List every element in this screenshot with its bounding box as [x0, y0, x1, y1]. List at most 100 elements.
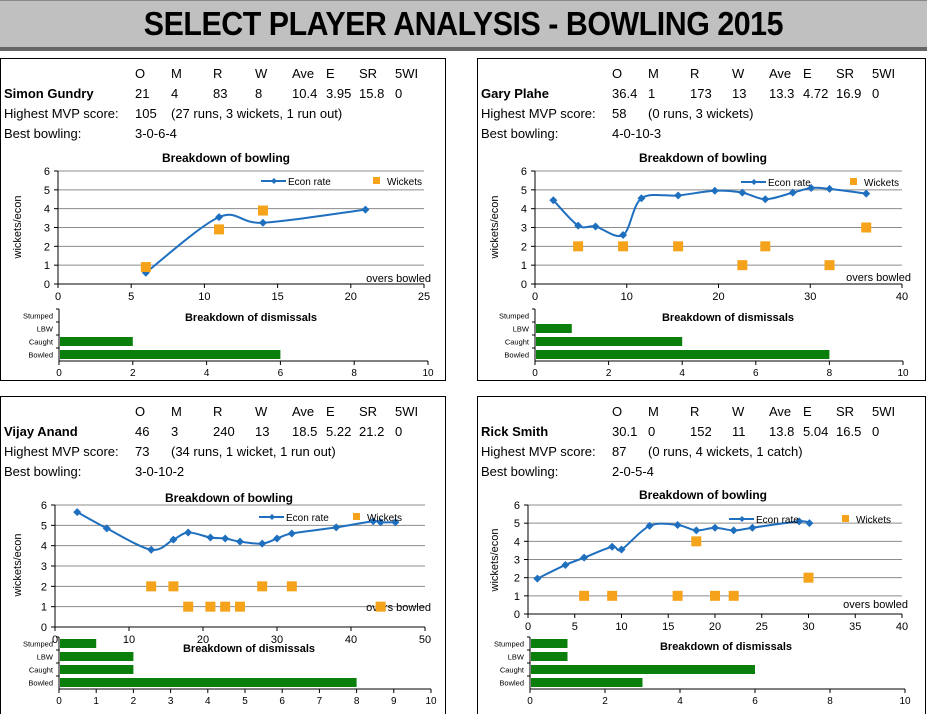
dismissal-bar: [531, 665, 755, 674]
x-tick-label: 5: [572, 621, 578, 633]
y-tick-label: 4: [521, 204, 527, 216]
category-label: LBW: [508, 653, 525, 662]
econ-rate-point: [711, 523, 719, 532]
stat-value-sr: 16.5: [836, 424, 862, 439]
y-tick-label: 0: [41, 622, 47, 634]
y-tick-label: 5: [41, 520, 47, 532]
x-tick-label: 0: [55, 291, 61, 303]
wickets-point: [710, 590, 720, 601]
legend-wickets-marker: [373, 177, 380, 184]
x-tick-label: 0: [532, 291, 538, 303]
x-tick-label: 10: [621, 291, 633, 303]
best-bowling-label: Best bowling:: [481, 464, 559, 479]
stat-value-sr: 15.8: [359, 86, 385, 101]
stats-row: Best bowling: 4-0-10-3: [478, 125, 925, 143]
y-tick-label: 0: [514, 609, 520, 621]
econ-rate-point: [748, 523, 757, 532]
stat-value-r: 173: [690, 86, 712, 101]
x-tick-label: 6: [278, 368, 284, 379]
player-panel: O M R W Ave E SR 5WI Simon Gundry 21 4 83 8 10.4 3.95 1…: [0, 58, 446, 381]
wickets-point: [286, 581, 297, 592]
stat-header-w: W: [732, 404, 745, 419]
dismissal-bar: [531, 639, 568, 648]
y-tick-label: 6: [514, 500, 520, 512]
y-axis-label: wickets/econ: [489, 196, 501, 260]
econ-rate-point: [376, 518, 385, 527]
x-axis-label: overs bowled: [843, 599, 908, 611]
x-tick-label: 3: [168, 696, 174, 707]
stat-header-r: R: [690, 404, 700, 419]
econ-rate-point: [738, 188, 747, 197]
econ-rate-point: [273, 534, 281, 543]
stats-row: Best bowling: 3-0-10-2: [1, 463, 445, 481]
wickets-point: [760, 241, 771, 252]
wickets-point: [803, 572, 814, 583]
y-tick-label: 2: [514, 573, 520, 585]
stat-value-ave: 10.4: [292, 86, 318, 101]
x-tick-label: 2: [602, 696, 608, 707]
x-tick-label: 50: [419, 634, 431, 646]
econ-rate-point: [761, 195, 770, 204]
stat-value-e: 3.95: [326, 86, 352, 101]
chart-title: Breakdown of bowling: [165, 491, 293, 505]
econ-rate-point: [73, 508, 82, 517]
econ-rate-point: [807, 183, 816, 192]
x-tick-label: 6: [752, 696, 758, 707]
dismissals-chart: Breakdown of dismissals Stumped LBW Caught B…: [499, 308, 909, 379]
y-tick-label: 1: [514, 591, 520, 603]
player-panel: O M R W Ave E SR 5WI Gary Plahe 36.4 1 173 13 13.3 4.7…: [477, 58, 926, 381]
player-name: Gary Plahe: [481, 86, 549, 101]
chart-title: Breakdown of dismissals: [183, 643, 315, 655]
stat-value-o: 46: [135, 424, 150, 439]
stat-value-r: 83: [213, 86, 228, 101]
x-tick-label: 20: [712, 291, 724, 303]
econ-rate-point: [729, 526, 738, 535]
category-label: Bowled: [28, 351, 53, 360]
econ-rate-point: [369, 517, 378, 526]
category-label: LBW: [37, 325, 54, 334]
legend-wickets-marker: [353, 513, 360, 520]
y-tick-label: 0: [44, 279, 50, 291]
econ-rate-point: [795, 517, 804, 526]
econ-rate-line: [145, 208, 366, 274]
stat-value-5wi: 0: [872, 424, 880, 439]
best-bowling-label: Best bowling:: [4, 126, 82, 141]
y-tick-label: 5: [521, 185, 527, 197]
wickets-point: [235, 601, 245, 612]
econ-rate-point: [574, 221, 583, 230]
x-tick-label: 30: [802, 621, 814, 633]
econ-rate-point: [637, 194, 646, 203]
player-name: Rick Smith: [481, 424, 549, 439]
chart-title: Breakdown of dismissals: [660, 641, 792, 653]
wickets-point: [579, 590, 590, 601]
dismissals-chart: Breakdown of dismissals Stumped LBW Caught B…: [23, 636, 437, 707]
x-tick-label: 8: [354, 696, 360, 707]
x-tick-label: 2: [606, 368, 612, 379]
x-tick-label: 30: [804, 291, 816, 303]
player-name: Simon Gundry: [4, 86, 94, 101]
dismissal-bar: [60, 652, 134, 661]
stat-header-sr: SR: [836, 66, 855, 81]
mvp-detail: (0 runs, 3 wickets): [648, 106, 754, 121]
stat-value-ave: 13.3: [769, 86, 795, 101]
y-axis-label: wickets/econ: [12, 534, 24, 598]
best-bowling-label: Best bowling:: [481, 126, 559, 141]
stat-value-m: 4: [171, 86, 179, 101]
x-tick-label: 35: [849, 621, 861, 633]
stat-value-o: 30.1: [612, 424, 638, 439]
dismissal-bar: [60, 678, 357, 687]
stat-value-e: 5.04: [803, 424, 829, 439]
stat-value-w: 11: [732, 424, 746, 439]
y-tick-label: 2: [41, 581, 47, 593]
y-tick-label: 2: [44, 241, 50, 253]
legend-wickets-label: Wickets: [856, 515, 891, 526]
econ-rate-line: [536, 520, 810, 580]
dismissal-bar: [60, 350, 281, 359]
stat-header-5wi: 5WI: [395, 66, 419, 81]
dismissal-bar: [531, 652, 568, 661]
econ-rate-point: [608, 542, 617, 551]
dismissal-bar: [536, 350, 830, 359]
stat-header-w: W: [255, 66, 268, 81]
